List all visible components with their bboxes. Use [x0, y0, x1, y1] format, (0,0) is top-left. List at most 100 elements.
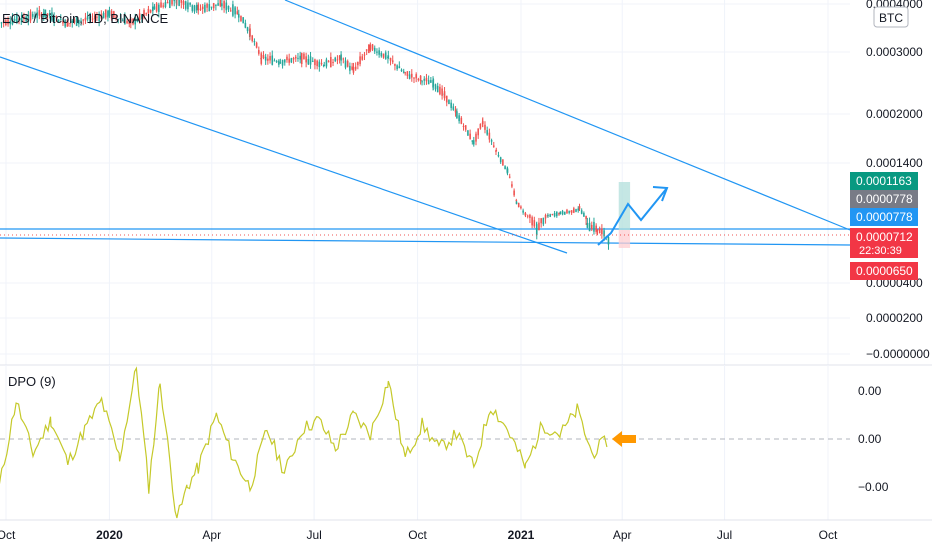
candle-body: [173, 0, 175, 1]
candle-body: [599, 228, 601, 233]
candle-body: [383, 54, 385, 58]
candle-body: [162, 5, 164, 6]
candle-body: [181, 0, 183, 3]
candle-body: [579, 206, 581, 209]
target-price-label[interactable]: 0.0001163: [850, 172, 918, 190]
currency-badge[interactable]: BTC: [874, 7, 908, 27]
candle-body: [441, 89, 443, 96]
candle-body: [234, 7, 236, 14]
time-tick-label: Jul: [717, 528, 732, 542]
candle-body: [321, 63, 323, 64]
dpo-title[interactable]: DPO (9): [8, 374, 56, 389]
candle-body: [413, 78, 415, 79]
candle-body: [316, 61, 318, 66]
candle-body: [435, 84, 437, 89]
dpo-axis: 0.000.00−0.00: [850, 366, 932, 520]
candle-body: [347, 61, 349, 67]
candle-body: [573, 208, 575, 212]
candle-body: [549, 214, 551, 217]
candle-body: [326, 60, 328, 67]
stop-price-label-text: 0.0000650: [856, 264, 913, 278]
candle-body: [399, 66, 401, 68]
candle-body: [366, 49, 368, 50]
dpo-grid: [0, 365, 850, 520]
dpo-series: [0, 368, 607, 518]
candle-body: [407, 71, 409, 76]
candle-body: [495, 150, 497, 151]
candle-body: [332, 62, 334, 63]
candle-body: [288, 59, 290, 63]
candle-body: [291, 58, 293, 62]
candle-body: [518, 203, 520, 207]
candle-body: [189, 3, 191, 5]
candle-body: [489, 133, 491, 140]
candle-body: [378, 50, 380, 54]
candle-body: [589, 223, 591, 231]
candle-body: [284, 60, 286, 63]
candle-body: [509, 177, 511, 178]
candle-body: [401, 70, 403, 72]
candle-body: [575, 209, 577, 212]
dpo-tick-label: −0.00: [858, 480, 889, 494]
dpo-arrow-icon[interactable]: [612, 431, 636, 447]
candle-body: [178, 0, 180, 6]
candle-body: [560, 212, 562, 214]
candle-body: [571, 210, 573, 213]
candle-body: [274, 60, 276, 61]
candle-body: [171, 0, 173, 4]
candle-body: [308, 59, 310, 64]
candle-body: [230, 10, 232, 11]
candle-body: [458, 115, 460, 121]
candle-body: [269, 56, 271, 60]
candle-body: [323, 65, 325, 66]
candle-body: [359, 56, 361, 64]
candle-body: [330, 57, 332, 67]
candle-body: [370, 45, 372, 51]
time-tick-label: Apr: [613, 528, 632, 542]
candle-body: [312, 61, 314, 62]
stop-price-label[interactable]: 0.0000650: [850, 262, 918, 280]
candle-body: [511, 184, 513, 186]
candle-body: [265, 57, 267, 61]
position-loss-zone[interactable]: [619, 230, 630, 248]
trendline-layer[interactable]: [0, 0, 850, 253]
candle-body: [223, 1, 225, 8]
candle-body: [278, 61, 280, 65]
candle-body: [531, 217, 533, 225]
candle-body: [305, 56, 307, 62]
candle-body: [456, 111, 458, 118]
candle-body: [328, 61, 330, 62]
candle-body: [299, 56, 301, 60]
candle-body: [595, 226, 597, 232]
entry-price-label-blue[interactable]: 0.0000778: [850, 208, 918, 226]
candle-body: [342, 59, 344, 60]
candle-body: [293, 58, 295, 60]
candle-body: [376, 52, 378, 53]
candle-body: [415, 74, 417, 78]
candle-body: [556, 212, 558, 216]
candle-body: [465, 125, 467, 129]
candle-body: [411, 74, 413, 78]
projection-arrow[interactable]: [598, 187, 667, 245]
candle-body: [608, 237, 610, 244]
price-tick-label: 0.0001400: [866, 156, 923, 170]
candle-body: [491, 140, 493, 141]
last-price-label-text: 0.0000712: [856, 230, 913, 244]
projection-path: [598, 188, 667, 245]
candle-body: [448, 100, 450, 104]
support-line: [0, 238, 850, 245]
candle-body: [160, 2, 162, 7]
candle-series: [0, 0, 609, 250]
entry-price-label-gray[interactable]: 0.0000778: [850, 190, 918, 208]
candle-body: [558, 213, 560, 215]
upper-trendline: [285, 0, 850, 230]
candle-body: [493, 145, 495, 146]
candle-body: [183, 1, 185, 5]
chart-title[interactable]: EOS / Bitcoin, 1D, BINANCE: [2, 11, 168, 26]
candle-body: [271, 56, 273, 65]
candle-body: [263, 55, 265, 58]
candle-body: [202, 7, 204, 9]
